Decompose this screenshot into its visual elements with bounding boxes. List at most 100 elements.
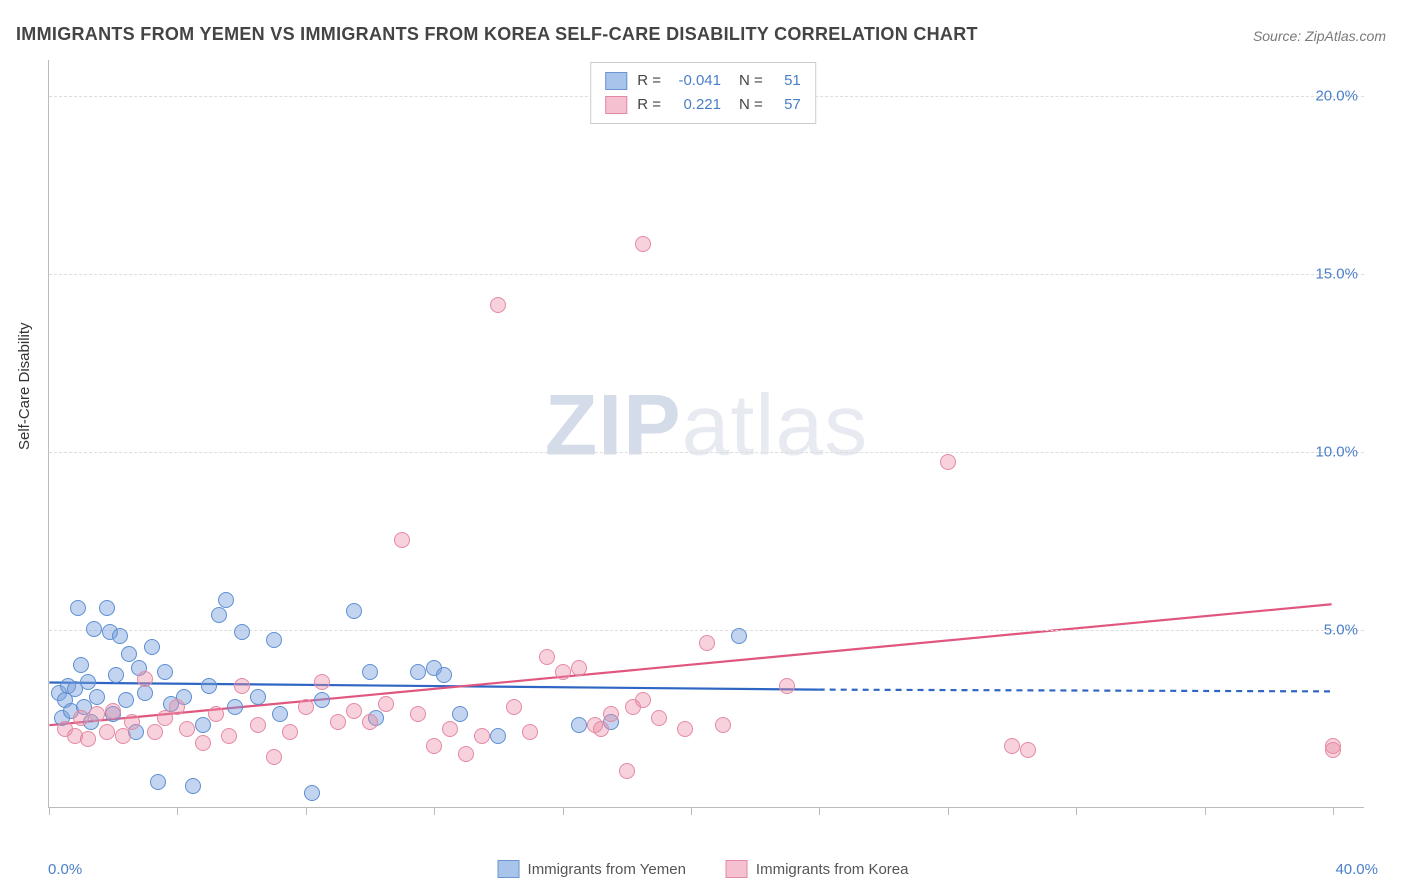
data-point: [940, 454, 956, 470]
data-point: [221, 728, 237, 744]
data-point: [346, 703, 362, 719]
x-tick: [1205, 807, 1206, 815]
x-tick: [177, 807, 178, 815]
plot-area: ZIPatlas 5.0%10.0%15.0%20.0%: [48, 60, 1364, 808]
data-point: [234, 678, 250, 694]
data-point: [1020, 742, 1036, 758]
n-label: N =: [739, 69, 763, 93]
data-point: [266, 632, 282, 648]
data-point: [208, 706, 224, 722]
x-tick: [1333, 807, 1334, 815]
data-point: [362, 664, 378, 680]
legend-label-yemen: Immigrants from Yemen: [528, 861, 686, 878]
r-value-yemen: -0.041: [671, 69, 721, 93]
data-point: [250, 689, 266, 705]
x-tick: [306, 807, 307, 815]
data-point: [86, 621, 102, 637]
data-point: [150, 774, 166, 790]
data-point: [272, 706, 288, 722]
data-point: [195, 735, 211, 751]
y-tick-label: 15.0%: [1315, 265, 1358, 282]
data-point: [298, 699, 314, 715]
swatch-korea: [605, 96, 627, 114]
data-point: [603, 706, 619, 722]
data-point: [121, 646, 137, 662]
x-axis-max-label: 40.0%: [1335, 861, 1378, 878]
data-point: [105, 703, 121, 719]
data-point: [80, 731, 96, 747]
data-point: [362, 714, 378, 730]
data-point: [506, 699, 522, 715]
source-attribution: Source: ZipAtlas.com: [1253, 28, 1386, 44]
stats-legend: R = -0.041 N = 51 R = 0.221 N = 57: [590, 62, 816, 124]
data-point: [378, 696, 394, 712]
data-point: [426, 738, 442, 754]
legend-label-korea: Immigrants from Korea: [756, 861, 909, 878]
y-axis-label: Self-Care Disability: [16, 322, 33, 450]
data-point: [452, 706, 468, 722]
data-point: [157, 710, 173, 726]
data-point: [250, 717, 266, 733]
data-point: [458, 746, 474, 762]
legend-item-korea: Immigrants from Korea: [726, 860, 909, 878]
data-point: [89, 706, 105, 722]
data-point: [571, 717, 587, 733]
data-point: [651, 710, 667, 726]
legend-row-yemen: R = -0.041 N = 51: [605, 69, 801, 93]
data-point: [1325, 742, 1341, 758]
x-tick: [691, 807, 692, 815]
data-point: [185, 778, 201, 794]
data-point: [227, 699, 243, 715]
data-point: [99, 724, 115, 740]
data-point: [89, 689, 105, 705]
x-tick: [1076, 807, 1077, 815]
data-point: [118, 692, 134, 708]
gridline: [49, 274, 1364, 275]
data-point: [410, 664, 426, 680]
data-point: [346, 603, 362, 619]
data-point: [619, 763, 635, 779]
data-point: [555, 664, 571, 680]
data-point: [211, 607, 227, 623]
x-tick: [819, 807, 820, 815]
data-point: [474, 728, 490, 744]
data-point: [677, 721, 693, 737]
series-legend: Immigrants from Yemen Immigrants from Ko…: [498, 860, 909, 878]
data-point: [490, 728, 506, 744]
legend-item-yemen: Immigrants from Yemen: [498, 860, 686, 878]
data-point: [1004, 738, 1020, 754]
data-point: [731, 628, 747, 644]
x-tick: [948, 807, 949, 815]
data-point: [195, 717, 211, 733]
data-point: [314, 674, 330, 690]
data-point: [137, 671, 153, 687]
data-point: [80, 674, 96, 690]
y-tick-label: 20.0%: [1315, 87, 1358, 104]
data-point: [169, 699, 185, 715]
data-point: [73, 710, 89, 726]
data-point: [779, 678, 795, 694]
x-axis-min-label: 0.0%: [48, 861, 82, 878]
data-point: [571, 660, 587, 676]
n-value-korea: 57: [773, 93, 801, 117]
data-point: [539, 649, 555, 665]
x-tick: [563, 807, 564, 815]
data-point: [99, 600, 115, 616]
data-point: [522, 724, 538, 740]
y-tick-label: 10.0%: [1315, 443, 1358, 460]
data-point: [304, 785, 320, 801]
data-point: [73, 657, 89, 673]
data-point: [410, 706, 426, 722]
data-point: [715, 717, 731, 733]
data-point: [144, 639, 160, 655]
data-point: [147, 724, 163, 740]
correlation-chart: IMMIGRANTS FROM YEMEN VS IMMIGRANTS FROM…: [0, 0, 1406, 892]
watermark: ZIPatlas: [545, 376, 868, 475]
data-point: [124, 714, 140, 730]
swatch-korea: [726, 860, 748, 878]
data-point: [218, 592, 234, 608]
r-label: R =: [637, 93, 661, 117]
r-label: R =: [637, 69, 661, 93]
data-point: [266, 749, 282, 765]
data-point: [115, 728, 131, 744]
